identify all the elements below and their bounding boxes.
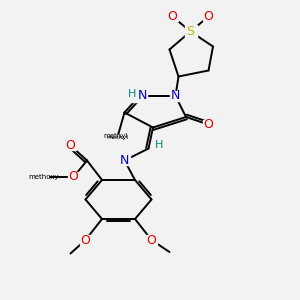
Text: methoxy: methoxy xyxy=(29,174,59,180)
Bar xyxy=(153,142,162,150)
Text: O: O xyxy=(147,233,156,247)
Text: N: N xyxy=(138,89,147,103)
Text: N: N xyxy=(171,89,180,103)
Text: O: O xyxy=(204,10,213,23)
Bar xyxy=(65,141,76,150)
Text: O: O xyxy=(168,10,177,23)
Text: methyl: methyl xyxy=(103,133,128,139)
Bar xyxy=(167,12,178,21)
Text: O: O xyxy=(69,170,78,184)
Bar xyxy=(80,235,91,245)
Text: O: O xyxy=(66,139,75,152)
Bar xyxy=(146,235,157,245)
Bar xyxy=(119,156,130,165)
Bar xyxy=(132,90,147,102)
Bar xyxy=(184,26,196,38)
Text: methyl: methyl xyxy=(106,136,128,140)
Text: H: H xyxy=(128,89,136,100)
Text: N: N xyxy=(120,154,129,167)
Text: S: S xyxy=(187,25,194,38)
Text: O: O xyxy=(81,233,90,247)
Bar xyxy=(68,172,79,182)
Bar xyxy=(203,12,214,21)
Bar xyxy=(170,91,181,101)
Text: H: H xyxy=(155,140,163,151)
Bar xyxy=(203,120,214,129)
Text: O: O xyxy=(204,118,213,131)
